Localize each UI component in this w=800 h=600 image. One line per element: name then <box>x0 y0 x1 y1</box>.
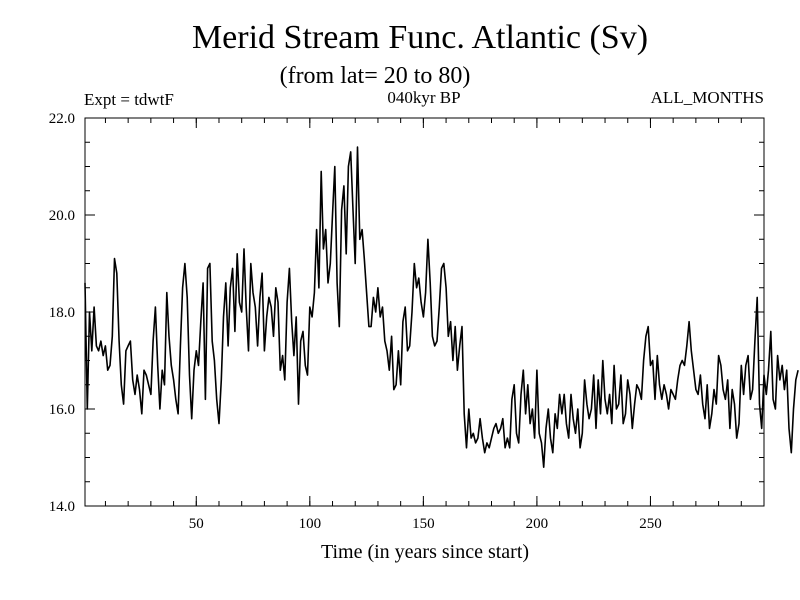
y-tick-label: 20.0 <box>49 208 75 224</box>
y-tick-label: 22.0 <box>49 111 75 127</box>
x-tick-label: 100 <box>299 516 322 532</box>
x-tick-label: 50 <box>189 516 204 532</box>
y-tick-label: 14.0 <box>49 499 75 515</box>
x-axis-label: Time (in years since start) <box>321 541 529 563</box>
months-label: ALL_MONTHS <box>651 88 764 107</box>
experiment-label: Expt = tdwtF <box>84 90 174 109</box>
y-tick-label: 16.0 <box>49 402 75 418</box>
series-line <box>84 146 799 469</box>
chart-subtitle: (from lat= 20 to 80) <box>280 63 471 89</box>
series-layer <box>84 146 799 469</box>
chart-title: Merid Stream Func. Atlantic (Sv) <box>192 19 648 56</box>
x-tick-label: 250 <box>639 516 662 532</box>
y-tick-label: 18.0 <box>49 305 75 321</box>
axes: 50 100 150 200 250 14.0 16.0 18.0 20.0 22.0 <box>49 111 765 532</box>
x-tick-label: 150 <box>412 516 435 532</box>
period-label: 040kyr BP <box>387 88 460 107</box>
x-tick-label: 200 <box>526 516 549 532</box>
